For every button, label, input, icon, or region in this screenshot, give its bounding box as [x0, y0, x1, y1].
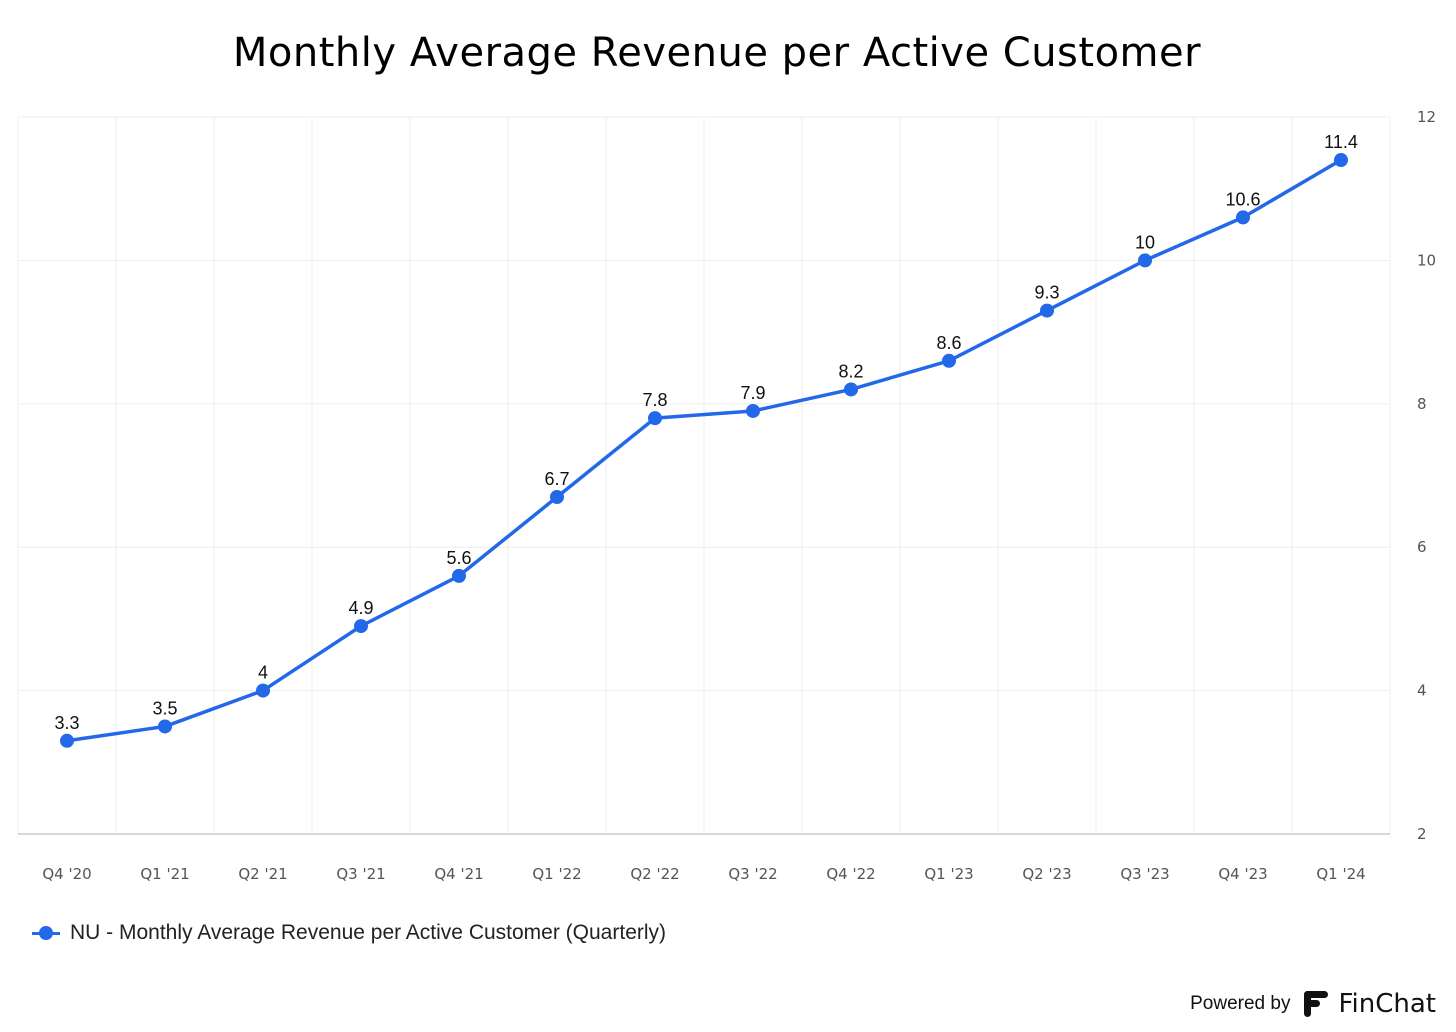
data-label: 7.8 [642, 390, 667, 410]
x-tick-label: Q3 '23 [1120, 865, 1169, 883]
finchat-logo-icon [1304, 991, 1329, 1017]
data-label: 8.2 [838, 361, 863, 381]
data-label: 7.9 [740, 383, 765, 403]
x-tick-label: Q3 '22 [728, 865, 777, 883]
x-tick-label: Q1 '23 [924, 865, 973, 883]
data-point[interactable] [1138, 253, 1152, 268]
y-axis: 2 4 6 8 10 12 [1417, 108, 1436, 843]
data-label: 5.6 [446, 548, 471, 568]
data-label: 8.6 [936, 333, 961, 353]
x-tick-label: Q2 '22 [630, 865, 679, 883]
data-label: 3.5 [152, 698, 177, 718]
y-tick-label: 8 [1417, 395, 1427, 413]
x-tick-label: Q4 '23 [1218, 865, 1267, 883]
x-tick-label: Q1 '24 [1316, 865, 1365, 883]
data-label: 9.3 [1034, 283, 1059, 303]
x-tick-label: Q2 '23 [1022, 865, 1071, 883]
data-label: 3.3 [54, 713, 79, 733]
data-label: 10 [1135, 232, 1155, 252]
x-tick-label: Q1 '21 [140, 865, 189, 883]
series-points [60, 153, 1348, 748]
powered-by-text: Powered by [1190, 993, 1291, 1014]
x-tick-label: Q4 '22 [826, 865, 875, 883]
data-point[interactable] [256, 683, 270, 698]
data-point[interactable] [746, 403, 760, 418]
x-tick-label: Q3 '21 [336, 865, 385, 883]
series-line-path [65, 158, 1343, 743]
data-point[interactable] [354, 619, 368, 634]
brand-name: FinChat [1338, 989, 1436, 1019]
data-point[interactable] [60, 733, 74, 748]
data-label: 11.4 [1324, 132, 1358, 152]
data-point[interactable] [844, 382, 858, 397]
data-point[interactable] [158, 719, 172, 734]
data-point[interactable] [550, 490, 564, 505]
data-point[interactable] [1334, 153, 1348, 168]
data-point[interactable] [942, 353, 956, 368]
y-tick-label: 12 [1417, 108, 1436, 126]
x-tick-label: Q4 '20 [42, 865, 91, 883]
legend-label: NU - Monthly Average Revenue per Active … [70, 921, 667, 944]
x-tick-label: Q2 '21 [238, 865, 287, 883]
data-point[interactable] [1236, 210, 1250, 225]
y-tick-label: 4 [1417, 682, 1427, 700]
series-line [65, 158, 1343, 743]
legend-marker-icon [32, 918, 60, 948]
data-label: 10.6 [1225, 189, 1260, 209]
data-point[interactable] [452, 568, 466, 583]
x-axis: Q4 '20 Q1 '21 Q2 '21 Q3 '21 Q4 '21 Q1 '22 Q2 '… [42, 865, 1365, 883]
grid-lines [17, 116, 1391, 834]
x-tick-label: Q1 '22 [532, 865, 581, 883]
data-label: 6.7 [544, 469, 569, 489]
data-point[interactable] [1040, 303, 1054, 318]
data-label: 4 [258, 663, 268, 683]
data-label: 4.9 [348, 598, 373, 618]
y-tick-label: 10 [1417, 251, 1436, 269]
powered-by-branding: Powered by FinChat [1190, 984, 1436, 1024]
legend-item[interactable]: NU - Monthly Average Revenue per Active … [32, 918, 666, 948]
y-tick-label: 6 [1417, 538, 1427, 556]
chart-title: Monthly Average Revenue per Active Custo… [232, 30, 1202, 76]
data-labels: 3.3 3.5 4 4.9 5.6 6.7 7.8 7.9 8.2 8.6 9.3 10 10.6 11.… [54, 132, 1357, 733]
y-tick-label: 2 [1417, 825, 1427, 843]
x-tick-label: Q4 '21 [434, 865, 483, 883]
data-point[interactable] [648, 411, 662, 426]
